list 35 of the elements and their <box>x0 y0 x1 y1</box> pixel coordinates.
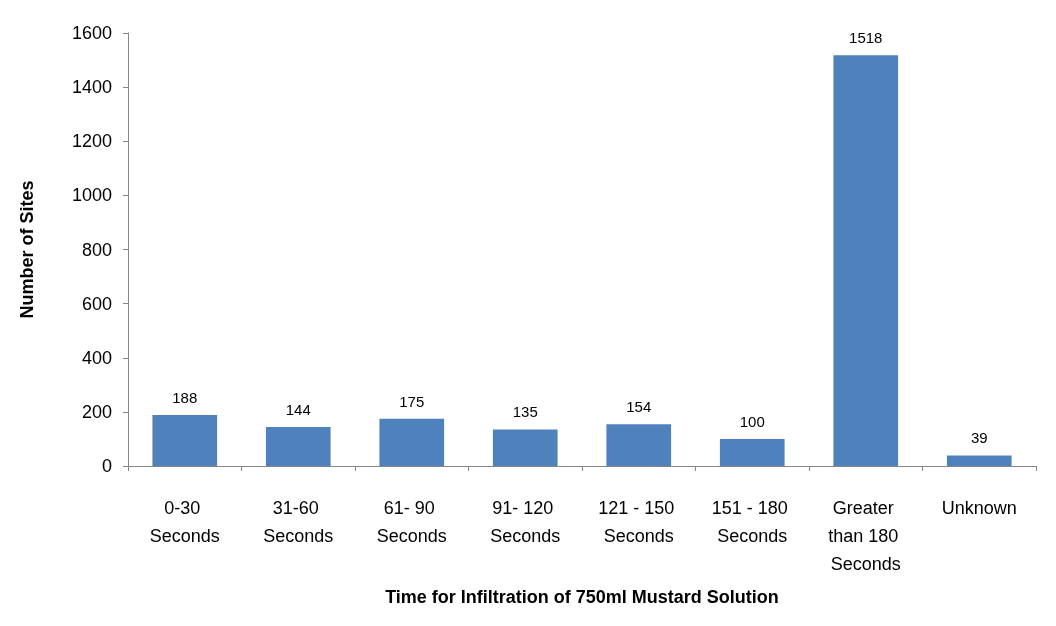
bar <box>946 455 1012 466</box>
y-tick-label: 1400 <box>71 77 112 98</box>
data-label: 135 <box>512 403 538 421</box>
y-tick-label: 1000 <box>71 185 112 206</box>
x-tick-label: 121 - 150 Seconds <box>598 498 680 546</box>
y-tick-label: 800 <box>81 239 112 260</box>
bar <box>379 418 445 466</box>
bar <box>265 427 331 466</box>
y-tick-label: 1600 <box>71 23 112 43</box>
data-label: 144 <box>285 401 311 419</box>
x-tick-label: Greater than 180 Seconds <box>828 498 904 574</box>
x-tick-label: 151 - 180 Seconds <box>711 498 793 546</box>
bar <box>719 438 785 466</box>
y-tick-label: 400 <box>81 347 112 368</box>
data-label: 39 <box>970 429 988 447</box>
x-tick-label: 61- 90 Seconds <box>376 498 447 546</box>
x-tick-label: 0-30 Seconds <box>149 498 220 546</box>
data-label: 154 <box>626 398 652 416</box>
y-tick-label: 1200 <box>71 131 112 152</box>
x-axis-title: Time for Infiltration of 750ml Mustard Solution <box>385 587 779 607</box>
bar <box>833 55 899 466</box>
bar <box>606 424 672 466</box>
data-label: 188 <box>172 389 198 407</box>
x-tick-label: 31-60 Seconds <box>263 498 334 546</box>
y-tick-label: 0 <box>101 456 112 476</box>
x-tick-label: 91- 120 Seconds <box>490 498 561 546</box>
bar <box>492 429 558 466</box>
x-tick-label: Unknown <box>941 498 1017 518</box>
data-label: 1518 <box>849 29 883 47</box>
data-label: 100 <box>739 412 765 430</box>
y-axis-title: Number of Sites <box>17 180 37 319</box>
y-tick-label: 200 <box>81 401 112 422</box>
bar <box>152 415 218 466</box>
y-tick-label: 600 <box>81 293 112 314</box>
data-label: 175 <box>399 392 425 410</box>
